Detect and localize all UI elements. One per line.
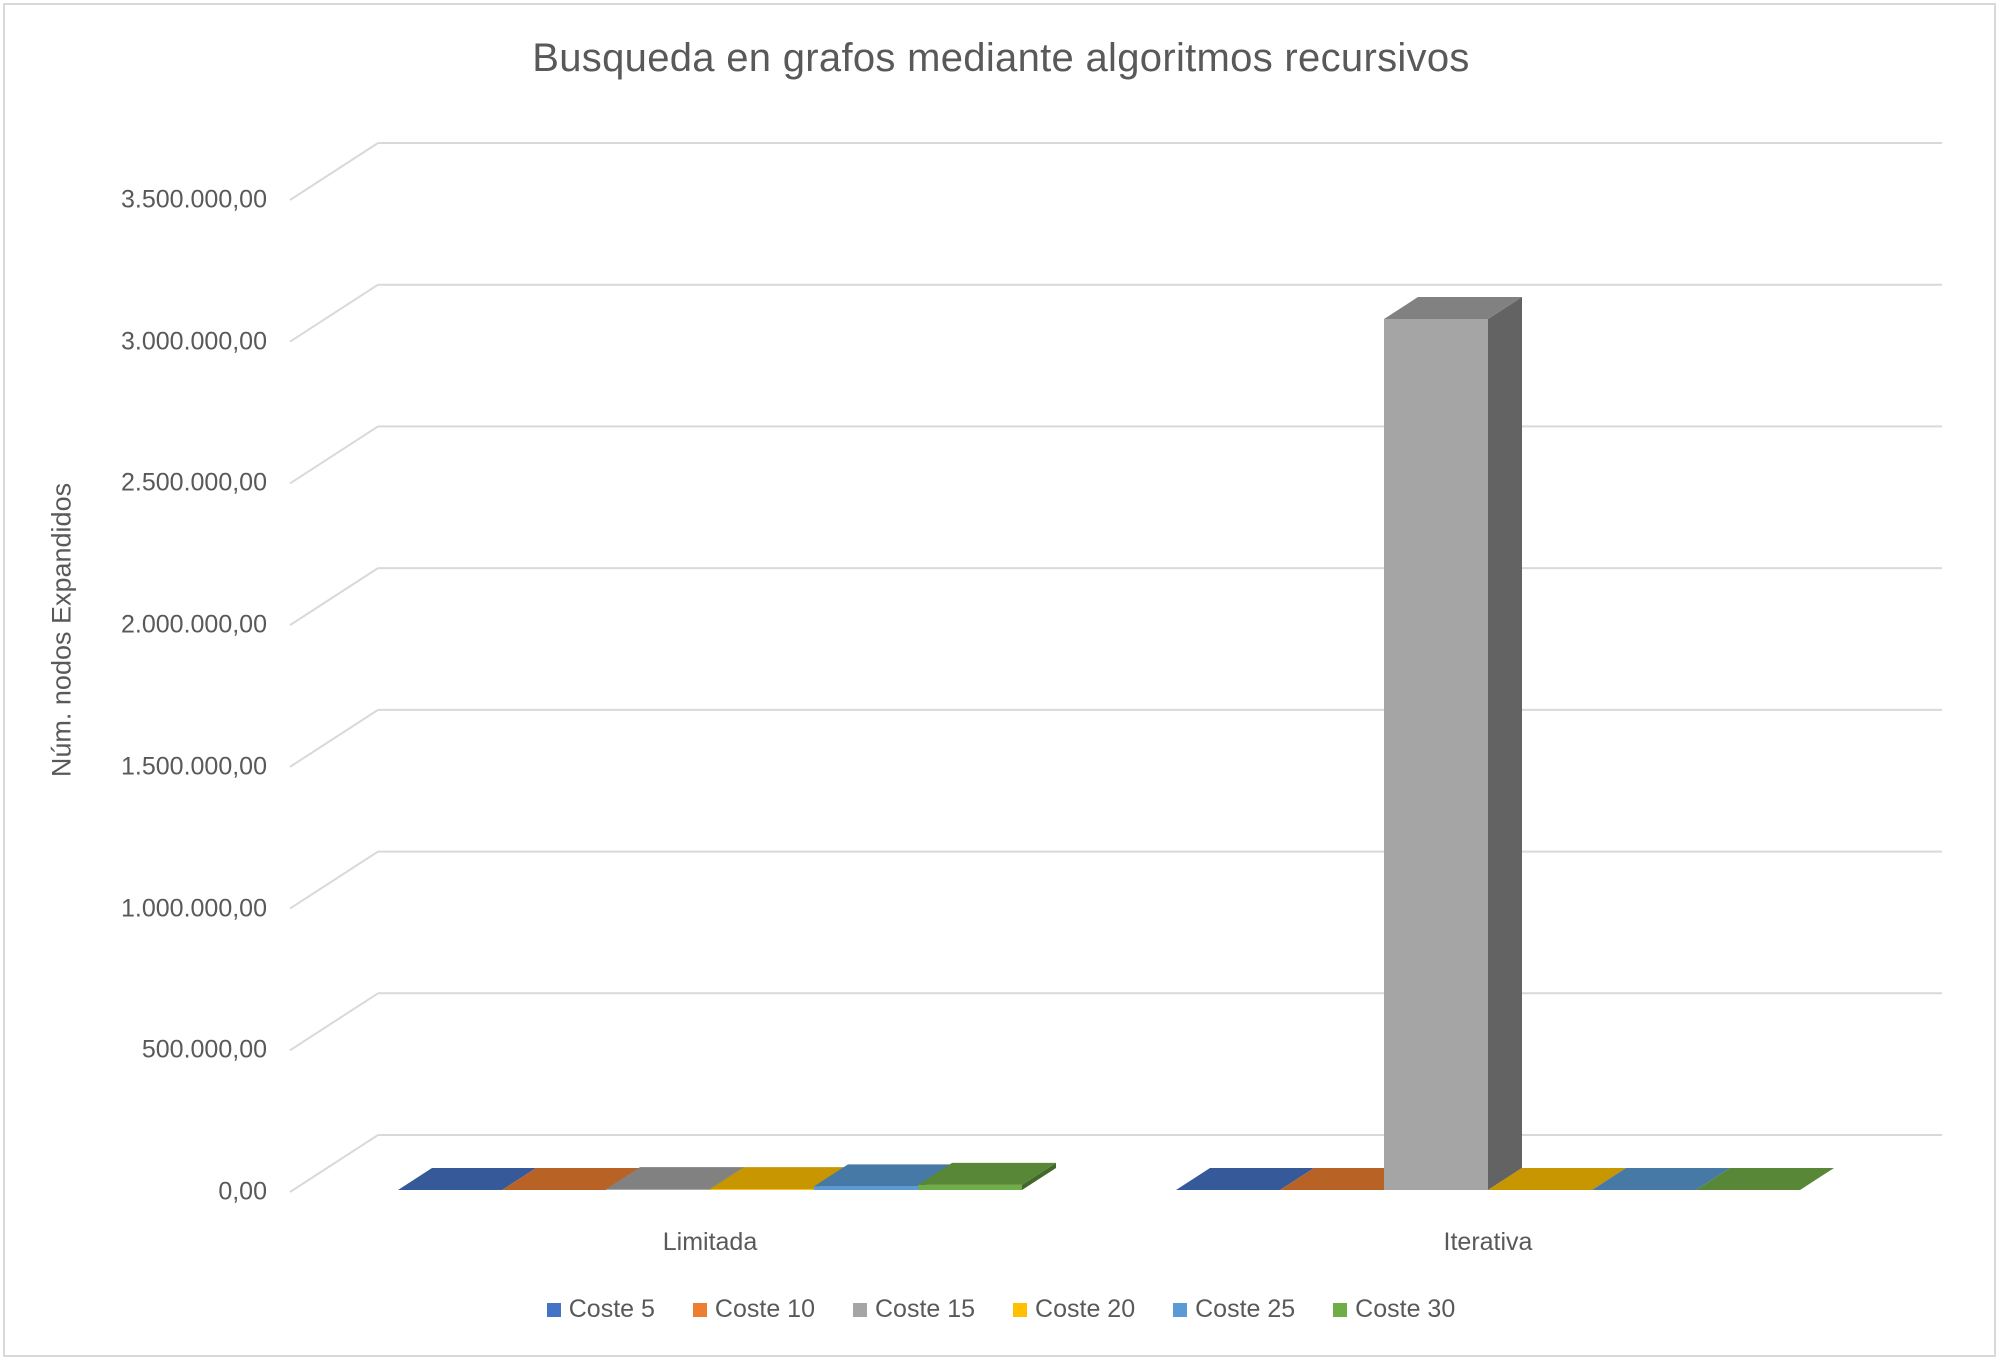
bar-front-face <box>606 1189 710 1190</box>
y-tick-label: 1.000.000,00 <box>121 894 267 923</box>
legend-label: Coste 15 <box>874 1295 976 1323</box>
bar-coste-10-iterativa <box>1280 1168 1418 1190</box>
bar-top-face <box>1384 297 1522 320</box>
y-tick-label: 1.500.000,00 <box>121 752 267 781</box>
bar-coste-30-limitada <box>918 1162 1056 1190</box>
legend-item: Coste 10 <box>692 1295 815 1324</box>
bar-side-face <box>1488 297 1522 1190</box>
legend-item: Coste 30 <box>1333 1295 1455 1324</box>
legend-label: Coste 5 <box>568 1295 655 1323</box>
legend-item: Coste 5 <box>546 1295 655 1324</box>
gridline-depth <box>289 567 379 626</box>
x-tick-label: Iterativa <box>1443 1228 1533 1256</box>
bar-top-face <box>1696 1168 1834 1190</box>
legend-swatch <box>1013 1302 1028 1317</box>
legend-swatch <box>692 1302 707 1317</box>
bar-coste-5-iterativa <box>1176 1168 1314 1190</box>
bar-top-face <box>814 1164 952 1187</box>
bar-top-face <box>1488 1168 1626 1190</box>
gridline-depth <box>289 1134 379 1193</box>
gridline-depth <box>289 283 379 343</box>
legend-item: Coste 20 <box>1013 1295 1135 1324</box>
legend-swatch <box>852 1302 867 1317</box>
bar-side-face <box>1022 1162 1056 1190</box>
y-tick-label: 3.000.000,00 <box>121 327 267 356</box>
chart-frame <box>3 3 1996 1357</box>
bar-coste-15-iterativa <box>1384 297 1522 1190</box>
bar-front-face <box>814 1186 918 1190</box>
bar-top-face <box>1592 1168 1730 1190</box>
legend-swatch <box>546 1302 561 1317</box>
bar-front-face <box>918 1184 1022 1190</box>
bar-top-face <box>918 1162 1056 1185</box>
gridline-depth <box>289 992 379 1052</box>
x-tick-label: Limitada <box>662 1228 758 1256</box>
gridline-depth <box>289 850 379 910</box>
bar-coste-5-limitada <box>398 1168 536 1190</box>
y-tick-label: 2.000.000,00 <box>121 610 267 639</box>
y-tick-label: 2.500.000,00 <box>121 468 267 497</box>
gridline-depth <box>289 142 379 201</box>
bar-top-face <box>1280 1168 1418 1190</box>
legend-swatch <box>1333 1302 1348 1317</box>
bar-top-face <box>502 1168 640 1190</box>
legend-label: Coste 30 <box>1355 1295 1456 1323</box>
bar-top-face <box>1176 1168 1314 1190</box>
bar-coste-25-iterativa <box>1592 1168 1730 1190</box>
bar-top-face <box>398 1168 536 1190</box>
legend-label: Coste 25 <box>1195 1295 1296 1323</box>
gridline-depth <box>289 709 379 768</box>
legend-swatch <box>1173 1302 1188 1317</box>
bar-front-face <box>710 1189 814 1190</box>
chart-title: Busqueda en grafos mediante algoritmos r… <box>532 36 1470 80</box>
y-tick-label: 0,00 <box>218 1177 267 1206</box>
legend-item: Coste 15 <box>852 1295 976 1324</box>
legend-label: Coste 10 <box>714 1295 815 1323</box>
bar-front-face <box>1384 319 1488 1190</box>
bar-coste-30-iterativa <box>1696 1168 1834 1190</box>
legend-label: Coste 20 <box>1035 1295 1136 1323</box>
bar-coste-10-limitada <box>502 1168 640 1190</box>
y-tick-label: 3.500.000,00 <box>121 185 267 214</box>
bar-coste-20-iterativa <box>1488 1168 1626 1190</box>
bar-top-face <box>710 1167 848 1190</box>
bar-top-face <box>606 1167 744 1190</box>
y-tick-label: 500.000,00 <box>141 1035 267 1064</box>
legend-item: Coste 25 <box>1173 1295 1295 1324</box>
legend: Coste 5 Coste 10 Coste 15 Coste 20 Coste 25 C… <box>0 1295 2002 1324</box>
gridline-depth <box>289 425 379 485</box>
